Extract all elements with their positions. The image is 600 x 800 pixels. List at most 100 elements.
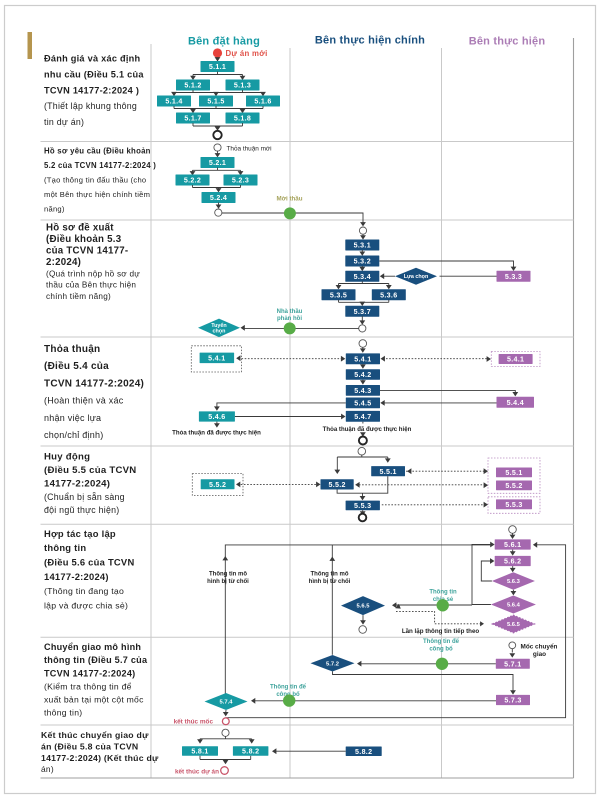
svg-text:5.4.1: 5.4.1 [507,356,524,364]
svg-text:kết thúc dự án: kết thúc dự án [175,767,219,775]
svg-text:(Điều 5.4 của: (Điều 5.4 của [44,360,109,372]
svg-text:5.2.1: 5.2.1 [209,159,226,167]
svg-text:(Quá trình nộp hồ sơ dự: (Quá trình nộp hồ sơ dự [46,269,140,278]
svg-text:5.6.4: 5.6.4 [507,603,521,609]
svg-text:5.6.2: 5.6.2 [504,558,521,566]
svg-text:Hồ sơ đề xuất: Hồ sơ đề xuất [46,223,114,234]
svg-text:Thông tin mô: Thông tin mô [209,572,247,578]
svg-text:5.6.3: 5.6.3 [507,579,521,585]
svg-text:5.8.2: 5.8.2 [355,748,372,756]
svg-text:Hợp tác tạo lập: Hợp tác tạo lập [44,528,116,539]
svg-text:(Hoàn thiện và xác: (Hoàn thiện và xác [44,396,124,406]
svg-text:Dự án mới: Dự án mới [226,49,268,58]
svg-text:5.8.2: 5.8.2 [242,748,259,756]
svg-text:5.6.5: 5.6.5 [357,604,371,610]
svg-text:5.3.3: 5.3.3 [505,273,522,281]
svg-text:5.5.2: 5.5.2 [209,481,226,489]
svg-text:Thỏa thuận đã được thực hiện: Thỏa thuận đã được thực hiện [323,426,412,433]
svg-text:5.1.6: 5.1.6 [254,98,271,106]
svg-text:5.6.1: 5.6.1 [504,541,521,549]
svg-text:5.4.5: 5.4.5 [354,400,371,408]
svg-text:(Thiết lập khung thông: (Thiết lập khung thông [44,101,137,111]
svg-text:xuất bản tại một cột mốc: xuất bản tại một cột mốc [44,695,144,705]
svg-text:Thông tin để: Thông tin để [423,638,460,645]
svg-text:Bên đặt hàng: Bên đặt hàng [188,36,260,48]
svg-text:lập và được chia sẻ): lập và được chia sẻ) [44,600,128,610]
svg-text:tin dự án): tin dự án) [44,117,84,127]
svg-text:5.5.3: 5.5.3 [505,501,522,509]
svg-text:đội ngũ thực hiện): đội ngũ thực hiện) [44,505,119,515]
svg-text:chọn: chọn [213,329,226,335]
svg-text:thầu của Bên thực hiện: thầu của Bên thực hiện [46,281,136,290]
svg-text:5.7.1: 5.7.1 [504,660,521,668]
svg-text:5.4.2: 5.4.2 [354,371,371,379]
svg-text:Thông tin để: Thông tin để [270,684,307,691]
svg-text:án): án) [41,764,54,774]
svg-text:5.3.7: 5.3.7 [354,308,371,316]
svg-text:5.6.5: 5.6.5 [507,622,521,628]
svg-text:5.7.4: 5.7.4 [220,700,234,706]
svg-text:5.4.6: 5.4.6 [208,413,225,421]
svg-text:5.5.1: 5.5.1 [505,469,522,477]
svg-text:5.3.1: 5.3.1 [354,242,371,250]
svg-text:5.2.4: 5.2.4 [210,194,227,202]
svg-text:2:2024): 2:2024) [46,257,81,268]
svg-text:Huy động: Huy động [44,452,90,463]
svg-text:(Điều 5.5 của TCVN: (Điều 5.5 của TCVN [44,465,136,476]
svg-text:Thỏa thuận đã được thực hiện: Thỏa thuận đã được thực hiện [172,430,261,437]
svg-text:Thông tin mô: Thông tin mô [311,572,349,578]
svg-text:(Chuẩn bị sẵn sàng: (Chuẩn bị sẵn sàng [44,492,125,502]
svg-text:thông tin (Điều 5.7 của: thông tin (Điều 5.7 của [44,655,148,665]
svg-text:phản hồi: phản hồi [277,316,302,322]
svg-text:Mốc chuyển: Mốc chuyển [521,643,558,651]
svg-text:năng): năng) [44,205,65,214]
svg-text:hình bị từ chối: hình bị từ chối [207,578,249,585]
svg-text:(Điều 5.6 của TCVN: (Điều 5.6 của TCVN [44,557,134,568]
svg-text:Hồ sơ yêu cầu (Điều khoản: Hồ sơ yêu cầu (Điều khoản [44,146,151,155]
svg-text:5.1.8: 5.1.8 [234,115,251,123]
svg-text:5.1.5: 5.1.5 [207,98,224,106]
svg-text:14177-2:2024): 14177-2:2024) [44,478,110,489]
svg-text:5.4.3: 5.4.3 [354,387,371,395]
svg-text:5.8.1: 5.8.1 [191,748,208,756]
svg-text:TCVN 14177-2:2024 ): TCVN 14177-2:2024 ) [44,85,139,95]
svg-text:5.2.2: 5.2.2 [184,177,201,185]
svg-text:của TCVN 14177-: của TCVN 14177- [46,246,128,257]
svg-text:Kết thúc chuyển giao dự: Kết thúc chuyển giao dự [41,730,149,740]
svg-text:5.3.5: 5.3.5 [330,291,347,299]
svg-text:5.1.3: 5.1.3 [234,82,251,90]
svg-text:Bên thực hiện: Bên thực hiện [469,36,546,48]
svg-text:Đánh giá và xác định: Đánh giá và xác định [44,54,141,64]
svg-text:Chuyển giao mô hình: Chuyển giao mô hình [44,642,141,652]
svg-text:Tuyển: Tuyển [211,322,226,329]
svg-text:5.2 của TCVN 14177-2:2024 ): 5.2 của TCVN 14177-2:2024 ) [44,161,156,170]
svg-text:5.5.2: 5.5.2 [505,482,522,490]
svg-text:giao: giao [533,651,546,658]
svg-text:thông tin: thông tin [44,542,86,553]
svg-text:nhận việc lựa: nhận việc lựa [44,413,101,423]
svg-text:5.7.2: 5.7.2 [326,661,339,667]
svg-text:một Bên thực hiện chính tiềm: một Bên thực hiện chính tiềm [44,190,150,199]
svg-text:thông tin): thông tin) [44,708,82,718]
svg-text:5.4.1: 5.4.1 [208,354,225,362]
svg-text:5.4.1: 5.4.1 [354,355,371,363]
svg-text:5.4.4: 5.4.4 [507,399,524,407]
svg-text:5.7.3: 5.7.3 [504,697,521,705]
svg-text:5.1.2: 5.1.2 [184,82,201,90]
svg-text:5.1.7: 5.1.7 [184,115,201,123]
svg-text:chính tiềm năng): chính tiềm năng) [46,292,111,301]
svg-text:(Thông tin đang tạo: (Thông tin đang tạo [44,586,124,596]
svg-text:(Kiểm tra thông tin để: (Kiểm tra thông tin để [44,681,132,691]
svg-text:5.3.4: 5.3.4 [354,273,371,281]
svg-text:Thông tin: Thông tin [429,590,457,596]
svg-text:5.1.4: 5.1.4 [165,98,182,106]
svg-text:Thỏa thuận: Thỏa thuận [44,344,100,355]
svg-text:5.3.2: 5.3.2 [354,258,371,266]
svg-text:5.5.2: 5.5.2 [328,481,345,489]
svg-text:(Điều khoản 5.3: (Điều khoản 5.3 [46,234,122,245]
svg-text:Lần lặp thông tin tiếp theo: Lần lặp thông tin tiếp theo [402,628,480,635]
svg-text:Bên thực hiện chính: Bên thực hiện chính [315,35,425,47]
svg-text:(Tạo thông tin đấu thầu (cho: (Tạo thông tin đấu thầu (cho [44,176,146,185]
svg-text:5.3.6: 5.3.6 [380,291,397,299]
svg-text:Thỏa thuận mới: Thỏa thuận mới [227,144,272,152]
